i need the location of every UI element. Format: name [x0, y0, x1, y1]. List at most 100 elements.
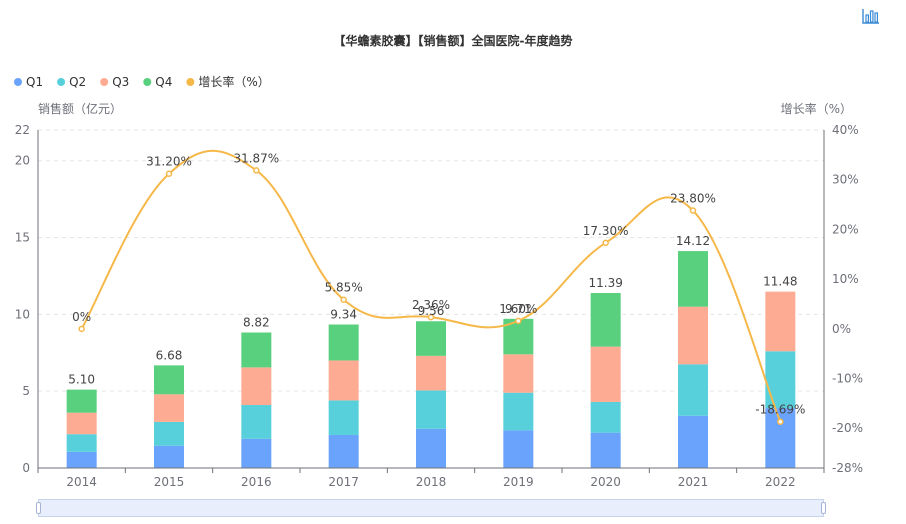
data-labels: 5.10 6.68 8.82 9.34 9.56 9.71 11.39 14.12 11.48 0…	[68, 151, 805, 416]
bar-Q2-2016	[241, 405, 272, 439]
bar-series	[66, 251, 796, 468]
bar-Q2-2020	[590, 401, 621, 433]
x-tick-2022: 2022	[765, 475, 796, 489]
bar-Q1-2020	[590, 432, 621, 468]
growth-label-2014: 0%	[72, 310, 91, 324]
legend-marker-0	[14, 78, 22, 86]
growth-point-2017	[340, 296, 347, 303]
bar-Q3-2021	[678, 306, 708, 365]
y-right-tick-2: -10%	[832, 372, 863, 386]
y-right-tick-7: 40%	[832, 123, 859, 137]
legend-label-3: Q4	[155, 75, 172, 89]
growth-line-series	[78, 149, 784, 425]
bar-Q1-2017	[328, 434, 359, 468]
bar-Q1-2018	[416, 428, 446, 468]
growth-point-2018	[427, 313, 435, 321]
bar-Q4-2021	[678, 251, 708, 307]
bar-Q1-2014	[66, 451, 97, 468]
growth-label-2015: 31.20%	[146, 155, 192, 169]
y-left-axis-name: 销售额（亿元）	[38, 101, 122, 116]
legend-label-2: Q3	[112, 75, 129, 89]
zoom-handle-start[interactable]	[36, 502, 41, 514]
bar-Q2-2018	[416, 390, 446, 429]
bar-Q3-2016	[241, 367, 272, 406]
total-label-2020: 11.39	[588, 276, 622, 290]
bar-Q2-2015	[154, 421, 184, 446]
x-tick-2015: 2015	[154, 475, 185, 489]
bar-Q1-2016	[241, 438, 272, 468]
chart-title: 【华蟾素胶囊】【销售额】全国医院-年度趋势	[334, 33, 573, 48]
legend: Q1 Q2 Q3 Q4 增长率（%）	[14, 74, 270, 89]
bar-Q3-2018	[416, 355, 446, 391]
legend-label-0: Q1	[26, 75, 43, 89]
y-right-tick-0: -28%	[832, 461, 863, 475]
total-label-2022: 11.48	[763, 275, 797, 289]
legend-marker-2	[100, 78, 109, 86]
bar-Q4-2020	[590, 293, 621, 347]
legend-marker-3	[143, 78, 152, 86]
growth-point-2020	[602, 239, 609, 247]
growth-label-2021: 23.80%	[670, 192, 716, 206]
y-right-tick-4: 10%	[832, 272, 859, 286]
growth-label-2016: 31.87%	[233, 151, 279, 165]
legend-label-1: Q2	[69, 75, 86, 89]
bar-Q2-2014	[66, 434, 97, 452]
bar-Q3-2020	[590, 346, 621, 402]
y-left-tick-5: 22	[15, 123, 30, 137]
total-label-2015: 6.68	[156, 348, 183, 362]
y-left-tick-2: 10	[15, 307, 30, 321]
x-tick-2019: 2019	[503, 475, 534, 489]
total-label-2018: 9.56	[418, 304, 445, 318]
bar-Q4-2014	[66, 389, 97, 413]
bar-Q1-2015	[154, 445, 184, 468]
bar-Q4-2017	[328, 324, 359, 361]
y-left-tick-4: 20	[15, 154, 30, 168]
bar-Q2-2021	[678, 364, 708, 416]
bar-Q3-2019	[503, 354, 534, 393]
growth-point-2014	[78, 325, 85, 333]
legend-marker-1	[57, 78, 66, 86]
bar-Q3-2014	[66, 412, 97, 435]
y-left-tick-1: 5	[22, 384, 30, 398]
y-right-tick-1: -20%	[832, 421, 863, 435]
total-label-2014: 5.10	[68, 373, 95, 387]
legend-marker-4	[186, 78, 195, 86]
x-tick-2020: 2020	[590, 475, 621, 489]
total-label-2017: 9.34	[330, 308, 357, 322]
growth-label-2019: 1.60%	[499, 302, 537, 316]
growth-point-2016	[253, 167, 260, 174]
y-left-tick-3: 15	[15, 231, 30, 245]
bar-Q4-2015	[154, 365, 184, 395]
bar-Q1-2022	[765, 408, 796, 468]
y-right-tick-3: 0%	[832, 322, 851, 336]
growth-label-2020: 17.30%	[583, 224, 629, 238]
growth-point-2015	[165, 170, 173, 177]
bar-Q3-2022	[765, 291, 796, 352]
y-left-tick-0: 0	[22, 461, 30, 475]
total-label-2016: 8.82	[243, 315, 270, 329]
growth-point-2021	[689, 207, 697, 214]
bar-Q2-2019	[503, 392, 534, 431]
bar-Q2-2022	[765, 351, 796, 409]
y-right-tick-5: 20%	[832, 222, 859, 236]
y-right-tick-6: 30%	[832, 173, 859, 187]
x-tick-2021: 2021	[678, 475, 709, 489]
data-zoom-slider[interactable]	[36, 499, 826, 517]
growth-point-2022	[777, 418, 784, 425]
axes: 2014 2015 2016 2017 2018 2019 2020 2021 2022	[37, 130, 825, 489]
bar-Q1-2021	[678, 415, 708, 468]
growth-label-2022: -18.69%	[755, 403, 805, 417]
x-tick-2017: 2017	[328, 475, 359, 489]
chart-canvas: 【华蟾素胶囊】【销售额】全国医院-年度趋势 Q1 Q2 Q3 Q4 增长率（%） 销售额…	[14, 33, 863, 489]
zoom-handle-end[interactable]	[821, 502, 826, 514]
bar-Q3-2017	[328, 360, 359, 401]
total-label-2019: 9.71	[505, 302, 532, 316]
y-right-axis-name: 增长率（%）	[781, 101, 852, 116]
x-tick-2018: 2018	[416, 475, 447, 489]
bar-Q4-2018	[416, 321, 446, 356]
growth-point-2019	[515, 317, 522, 325]
bar-Q3-2015	[154, 394, 184, 422]
x-tick-2014: 2014	[66, 475, 97, 489]
total-label-2021: 14.12	[676, 234, 710, 248]
bar-chart-icon[interactable]	[862, 8, 880, 24]
